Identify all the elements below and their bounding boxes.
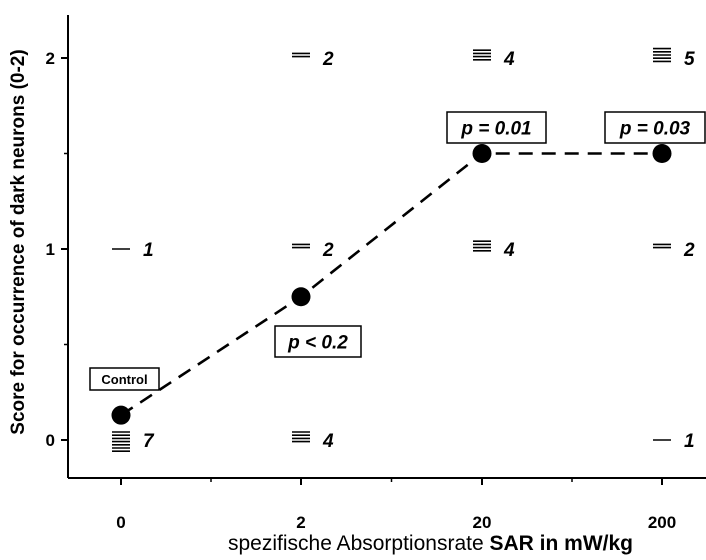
count-label: 1 [684, 431, 695, 452]
annotation-box [274, 325, 362, 358]
y-tick-label: 1 [46, 240, 55, 259]
y-axis-title: Score for occurrence of dark neurons (0-… [8, 49, 29, 434]
count-label: 1 [143, 240, 154, 261]
annotation-label: p = 0.01 [460, 119, 531, 140]
x-axis-label: spezifische Absorptionsrate SAR in mW/kg [228, 532, 633, 556]
x-tick-label: 0 [116, 513, 125, 532]
y-tick-label: 2 [46, 49, 55, 68]
mean-point [652, 144, 672, 163]
count-label: 2 [683, 240, 695, 261]
x-axis-label-prefix: spezifische Absorptionsrate [228, 532, 484, 555]
mean-point [291, 287, 311, 307]
mean-series-line [120, 152, 662, 417]
annotation-label: p < 0.2 [287, 333, 348, 354]
count-label: 7 [143, 431, 155, 452]
annotation-box [446, 111, 547, 144]
annotation-label: Control [101, 372, 147, 387]
count-label: 2 [322, 240, 334, 261]
x-axis-label-unit: SAR in mW/kg [489, 532, 633, 555]
mean-point [111, 405, 131, 425]
mean-point [472, 144, 492, 163]
x-tick-label: 200 [648, 513, 676, 532]
count-label: 4 [503, 49, 515, 70]
x-tick-label: 20 [473, 513, 492, 532]
annotation-box [604, 111, 706, 144]
count-label: 5 [684, 49, 695, 70]
annotation-box [89, 367, 160, 391]
count-label: 4 [322, 431, 334, 452]
y-tick-label: 0 [46, 431, 55, 450]
count-label: 4 [503, 240, 515, 261]
x-tick-label: 2 [296, 513, 305, 532]
count-label: 2 [322, 49, 334, 70]
annotation-label: p = 0.03 [619, 119, 691, 140]
